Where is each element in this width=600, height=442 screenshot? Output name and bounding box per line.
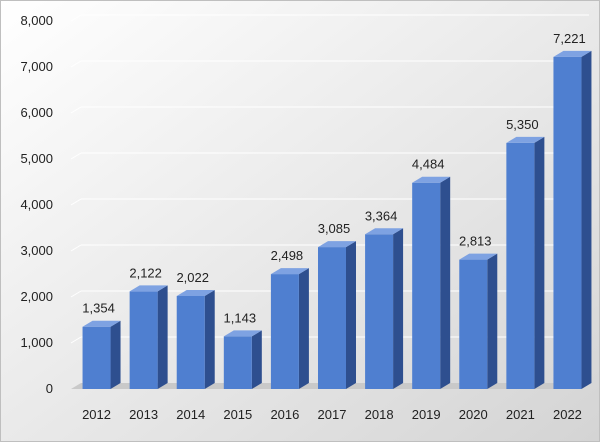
- bar: [129, 285, 168, 389]
- bar: [318, 241, 356, 389]
- bar-front: [318, 247, 346, 389]
- x-tick-label: 2017: [318, 407, 347, 422]
- bar-top: [223, 330, 262, 337]
- bar-top: [318, 241, 356, 248]
- bar: [365, 228, 404, 389]
- x-tick-label: 2018: [365, 407, 394, 422]
- data-label: 2,498: [271, 248, 304, 263]
- x-tick-label: 2014: [176, 407, 205, 422]
- gridline-edge: [70, 152, 82, 160]
- gridline-edge: [70, 336, 82, 344]
- gridline-edge: [70, 14, 82, 22]
- data-label: 1,354: [82, 301, 115, 316]
- gridline-edge: [70, 106, 82, 114]
- y-tick-label: 5,000: [20, 151, 53, 166]
- bar-side: [110, 320, 121, 389]
- x-tick-label: 2020: [459, 407, 488, 422]
- bar: [270, 268, 309, 389]
- y-axis-ticks: 0 1,000 2,000 3,000 4,000 5,000 6,000 7,000 8,00…: [20, 13, 53, 396]
- bar: [176, 289, 215, 389]
- y-tick-label: 0: [46, 381, 53, 396]
- bar-side: [346, 241, 356, 389]
- bar-side: [534, 136, 545, 389]
- bar: [412, 176, 451, 389]
- x-tick-label: 2016: [270, 407, 299, 422]
- bar-side: [487, 253, 498, 389]
- bar-front: [82, 326, 111, 389]
- data-label: 4,484: [412, 157, 445, 172]
- bar-front: [365, 234, 394, 389]
- y-tick-label: 1,000: [20, 335, 53, 350]
- gridline-edge: [70, 198, 82, 206]
- bar: [459, 253, 498, 389]
- gridline-edge: [70, 60, 82, 68]
- bar-side: [298, 268, 309, 389]
- x-tick-label: 2021: [506, 407, 535, 422]
- data-label: 2,022: [176, 270, 209, 285]
- bar-side: [204, 289, 215, 389]
- x-tick-label: 2013: [129, 407, 158, 422]
- bar-front: [506, 142, 535, 389]
- data-label: 3,085: [318, 221, 351, 236]
- data-labels: 1,354 2,122 2,022 1,143 2,498 3,085 3,364 4,484…: [82, 31, 585, 326]
- x-tick-label: 2022: [553, 407, 582, 422]
- bar-top: [176, 289, 215, 296]
- data-label: 5,350: [506, 117, 539, 132]
- x-axis-ticks: 2012 2013 2014 2015 2016 2017 2018 2019 2020 2021…: [82, 407, 582, 422]
- data-label: 1,143: [224, 310, 257, 325]
- bar: [82, 320, 121, 389]
- bar-top: [129, 285, 168, 292]
- bar-top: [412, 176, 451, 183]
- y-tick-label: 2,000: [20, 289, 53, 304]
- bar-side: [157, 285, 168, 389]
- bar-top: [365, 228, 404, 235]
- x-tick-label: 2019: [412, 407, 441, 422]
- bar-top: [82, 320, 121, 327]
- bar-front: [176, 295, 205, 389]
- y-tick-label: 7,000: [20, 59, 53, 74]
- x-tick-label: 2012: [82, 407, 111, 422]
- bar-side: [440, 176, 451, 389]
- x-tick-label: 2015: [223, 407, 252, 422]
- bar: [506, 136, 545, 389]
- bar-side: [581, 50, 592, 390]
- data-label: 3,364: [365, 208, 398, 223]
- bar-front: [459, 259, 488, 389]
- bar-top: [270, 268, 309, 275]
- bar-front: [553, 56, 582, 390]
- bar-front: [129, 291, 158, 389]
- data-label: 2,813: [459, 234, 492, 249]
- bar: [223, 330, 262, 389]
- bar-front: [270, 274, 299, 389]
- y-tick-label: 4,000: [20, 197, 53, 212]
- bars: [82, 50, 592, 390]
- gridline-edge: [70, 290, 82, 298]
- bar-side: [251, 330, 262, 389]
- gridline-edge: [70, 244, 82, 252]
- y-tick-label: 3,000: [20, 243, 53, 258]
- bar: [553, 50, 592, 390]
- bar-top: [553, 50, 592, 57]
- data-label: 2,122: [129, 265, 162, 280]
- bar-top: [506, 136, 545, 143]
- data-label: 7,221: [553, 31, 586, 46]
- bar-front: [412, 182, 441, 389]
- bar-side: [393, 228, 404, 389]
- bar-front: [223, 336, 252, 389]
- y-tick-label: 6,000: [20, 105, 53, 120]
- y-tick-label: 8,000: [20, 13, 53, 28]
- bar-top: [459, 253, 498, 260]
